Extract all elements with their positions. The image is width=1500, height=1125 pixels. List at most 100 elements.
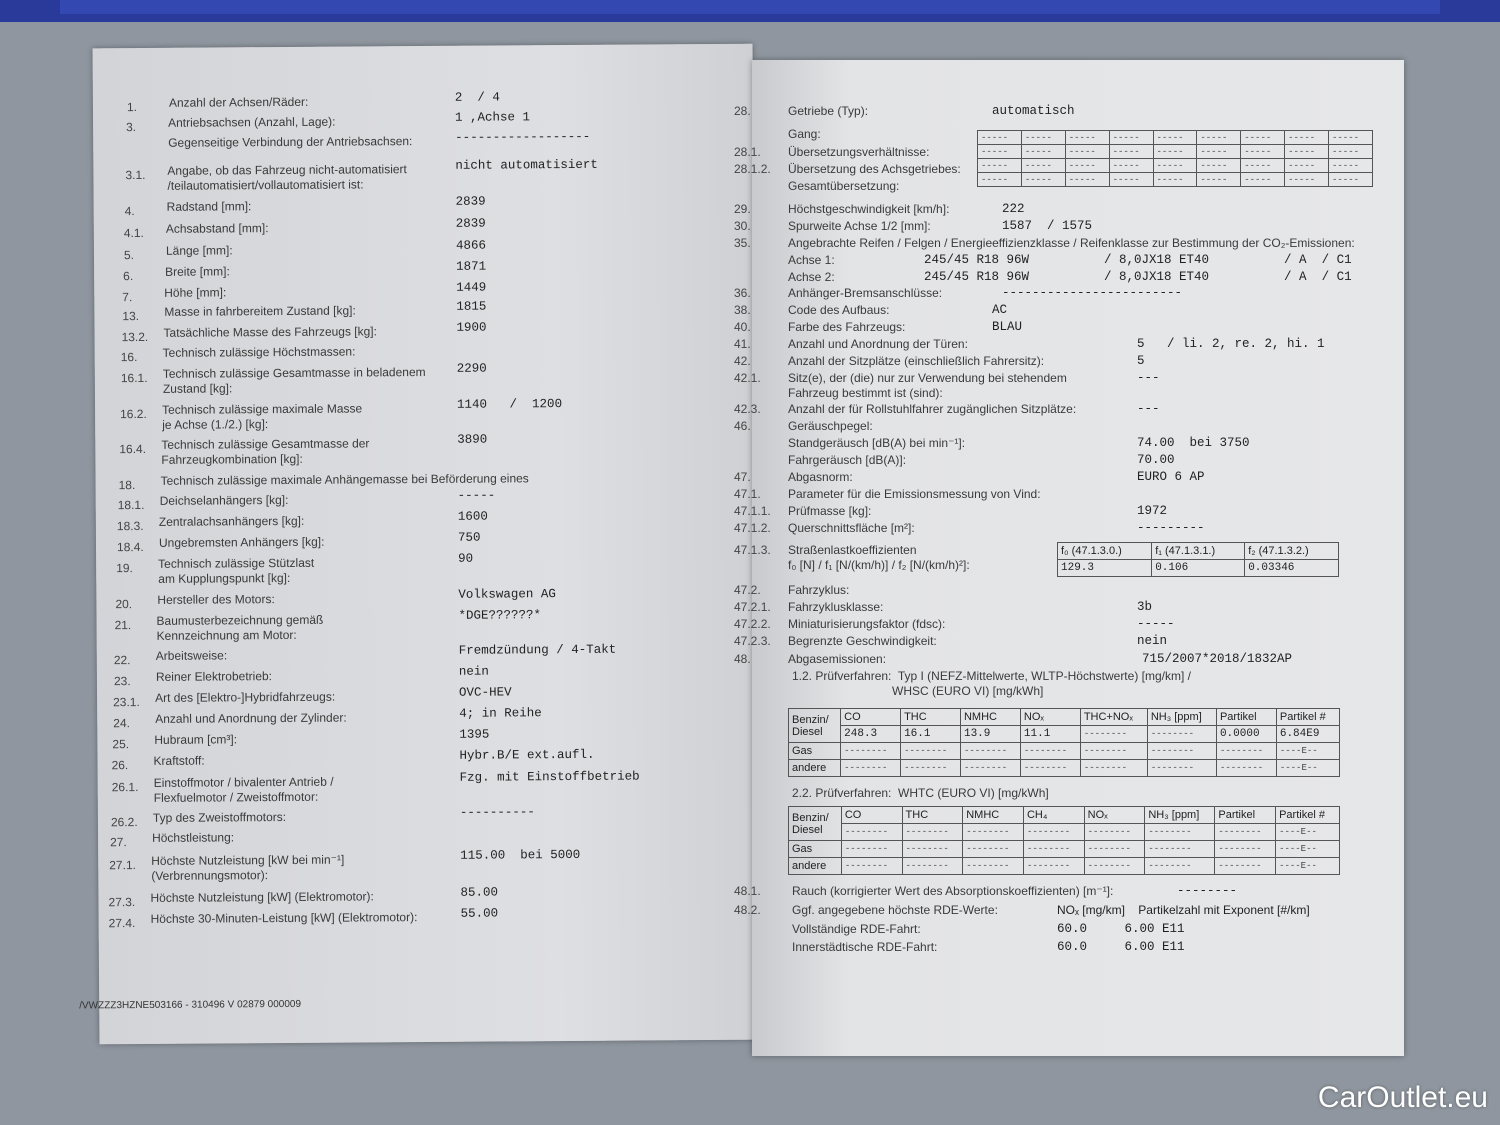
emissions-row: Gas -------- -------- -------- -------- -----… (788, 840, 1340, 858)
emissions-cell: -------- (1079, 742, 1148, 760)
row-value: 2 / 4 (454, 90, 500, 105)
row-value: 3890 (457, 432, 488, 447)
row-label: Ggf. angegebene höchste RDE-Werte: (792, 903, 998, 917)
emissions-header-cell: THC (900, 708, 961, 726)
road-load-cell: 0.106 (1151, 559, 1246, 577)
row-number: 47.1.1. (734, 504, 771, 518)
row-number: 38. (734, 303, 751, 317)
emissions-cell: -------- (1144, 823, 1216, 841)
row-label: Achse 1: (788, 253, 835, 267)
row-number: 24. (113, 716, 130, 731)
row-number: 48. (734, 652, 751, 666)
row-number: 41. (734, 337, 751, 351)
row-label: Angebrachte Reifen / Felgen / Energieeff… (788, 236, 1355, 250)
emissions-cell: 248.3 (840, 725, 902, 743)
emissions-cell: -------- (840, 840, 903, 858)
row-number: 16.1. (120, 370, 148, 386)
row-value: 1449 (456, 280, 487, 295)
row-label: Sitz(e), der (die) nur zur Verwendung be… (788, 371, 1067, 400)
emissions-cell: -------- (1214, 857, 1277, 875)
gear-cell: ----- (1152, 130, 1198, 145)
row-value: 1972 (1137, 504, 1168, 518)
row-number: 18.1. (117, 497, 145, 513)
gear-cell: ----- (1240, 144, 1286, 159)
row-number: 26.2. (110, 815, 138, 830)
emissions-cell: -------- (1019, 759, 1081, 777)
row-label: Übersetzung des Achsgetriebes: (788, 162, 961, 176)
row-value: Volkswagen AG (458, 587, 556, 602)
row-value: 1395 (459, 727, 490, 742)
row-label: Miniaturisierungsfaktor (fdsc): (788, 617, 946, 631)
row-label: Radstand [mm]: (166, 199, 252, 214)
gear-cell: ----- (977, 130, 1022, 145)
row-value: automatisch (992, 104, 1075, 118)
gear-cell: ----- (1108, 130, 1154, 145)
emissions-cell: -------- (962, 857, 1024, 875)
row-number: 5. (123, 248, 135, 263)
row-number: 27.1. (109, 858, 136, 873)
row-number: 48.2. (734, 903, 761, 917)
row-value: 5 (1137, 354, 1145, 368)
road-load-row: 129.3 0.106 0.03346 (1056, 559, 1339, 577)
row-value: 222 (1002, 202, 1025, 216)
row-label: Anzahl und Anordnung der Türen: (788, 337, 968, 351)
row-value: ---------- (459, 805, 535, 820)
emissions-cell: -------- (840, 759, 902, 777)
gear-cell: ----- (1328, 144, 1373, 159)
road-load-cell: f₂ (47.1.3.2.) (1244, 542, 1339, 560)
row-label: Höchste Nutzleistung [kW] (Elektromotor)… (150, 889, 374, 905)
row-label: Höchste Nutzleistung [kW bei min⁻¹] (Ver… (151, 852, 345, 883)
row-number: 36. (734, 286, 751, 300)
row-label: Höhe [mm]: (164, 285, 227, 300)
gear-cell: ----- (1064, 130, 1110, 145)
emissions-cell: -------- (1215, 759, 1277, 777)
gear-cell: ----- (1196, 144, 1242, 159)
emissions-header-row: Benzin/ Diesel CO THC NMHC NOₓ THC+NOₓ NH₃ [pp… (787, 708, 1341, 743)
emissions-cell: -------- (840, 823, 903, 841)
row-value: 245/45 R18 96W / 8,0JX18 ET40 / A / C1 (924, 253, 1352, 267)
row-number: 1. (126, 100, 138, 115)
emissions-cell: ----E-- (1275, 823, 1340, 841)
row-value: nicht automatisiert (455, 157, 598, 173)
fuel-label-cell: andere (788, 857, 842, 875)
gear-cell: ----- (1020, 144, 1066, 159)
row-label: Gesamtübersetzung: (788, 179, 900, 193)
emissions-header-cell: NMHC (962, 806, 1024, 824)
row-value: NOₓ [mg/km] Partikelzahl mit Exponent [#… (1057, 903, 1310, 917)
gear-cell: ----- (1064, 158, 1110, 173)
row-label: 1.2. Prüfverfahren: Typ I (NEFZ-Mittelwe… (792, 669, 1191, 698)
row-number: 19. (116, 561, 133, 576)
road-load-cell: 129.3 (1056, 559, 1153, 577)
row-value: 1140 / 1200 (456, 397, 563, 412)
row-value: 4; in Reihe (459, 706, 542, 721)
emissions-cell: -------- (901, 857, 964, 875)
emissions-cell: ----E-- (1275, 840, 1340, 858)
row-label: Technisch zulässige Höchstmassen: (162, 344, 356, 360)
emissions-header-cell: NOₓ (1019, 708, 1081, 726)
row-label: Abgasnorm: (788, 470, 853, 484)
row-number: 47.1.2. (734, 521, 771, 535)
row-number: 47.2. (734, 583, 761, 597)
emissions-cell: -------- (1022, 840, 1085, 858)
emissions-cell: -------- (1146, 759, 1217, 777)
row-number: 47.2.3. (734, 634, 771, 648)
row-value: 715/2007*2018/1832AP (1142, 652, 1293, 666)
row-label: Code des Aufbaus: (788, 303, 890, 317)
gear-cell: ----- (1108, 158, 1154, 173)
gear-cell: ----- (1328, 130, 1373, 145)
row-value: EURO 6 AP (1137, 470, 1205, 484)
row-value: ------------------------ (1002, 286, 1183, 300)
row-value: *DGE??????* (458, 608, 542, 623)
gear-cell: ----- (1108, 172, 1154, 187)
emissions-cell: 6.84E9 (1275, 725, 1341, 743)
row-label: Technisch zulässige Gesamtmasse der Fahr… (161, 436, 370, 467)
gear-cell: ----- (1108, 144, 1154, 159)
row-label: Vollständige RDE-Fahrt: (792, 922, 921, 936)
emissions-cell: -------- (901, 840, 964, 858)
gear-cell: ----- (1196, 172, 1242, 187)
emissions-cell: 16.1 (900, 725, 961, 743)
row-label: Parameter für die Emissionsmessung von V… (788, 487, 1041, 501)
emissions-header-cell: CO (840, 708, 902, 726)
row-number: 47.1. (734, 487, 761, 501)
emissions-table-whtc: Benzin/ Diesel CO THC NMHC CH₄ NOₓ NH₃ [ppm] Pa… (788, 806, 1340, 875)
